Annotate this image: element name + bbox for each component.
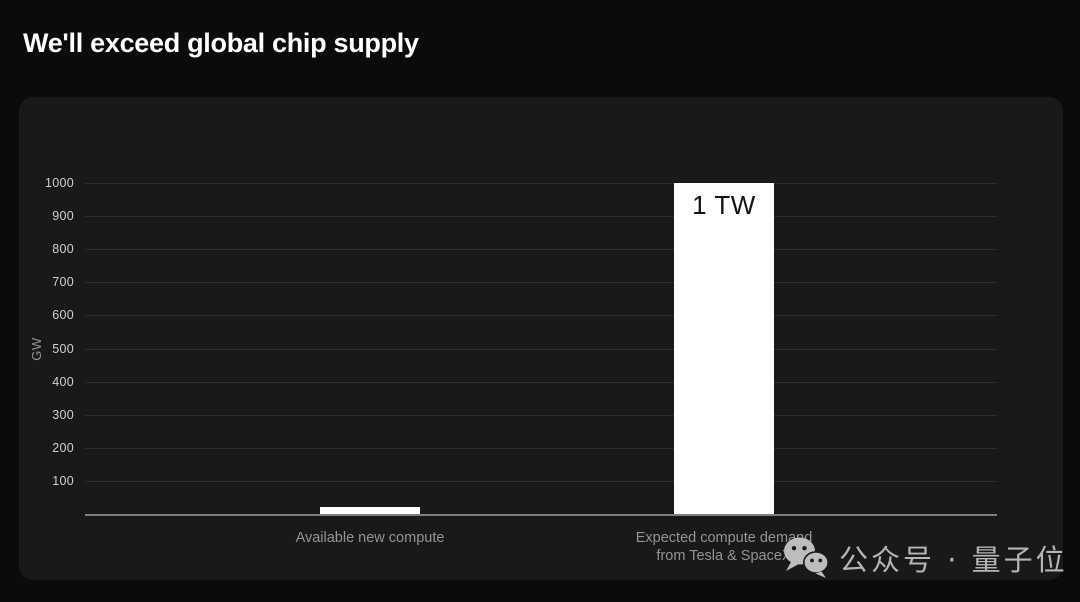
y-tick-label-600: 600	[52, 308, 74, 323]
gridline-400	[85, 381, 997, 383]
gridline-200	[85, 447, 997, 449]
gridline-1000	[85, 183, 997, 184]
wechat-icon	[784, 537, 829, 578]
gridline-300	[85, 414, 997, 416]
watermark: 公众号 · 量子位	[782, 536, 1068, 580]
y-tick-label-100: 100	[52, 473, 74, 488]
y-tick-label-500: 500	[52, 341, 74, 356]
x-axis-label-line: Available new compute	[295, 530, 445, 546]
x-axis-label-line: from Tesla & SpaceX	[656, 548, 792, 564]
gridline-100	[85, 480, 997, 482]
x-axis-line	[85, 514, 997, 516]
x-axis-label-expected-compute-demand: Expected compute demand from Tesla & Spac…	[636, 529, 813, 565]
y-tick-label-1000: 1000	[44, 176, 74, 190]
watermark-text: 公众号 · 量子位	[839, 543, 1068, 577]
gridline-700	[85, 282, 997, 284]
y-tick-label-900: 900	[52, 209, 74, 224]
gridline-600	[85, 315, 997, 317]
x-axis-label-available-new-compute: Available new compute	[296, 529, 445, 547]
y-tick-label-300: 300	[52, 407, 74, 422]
bar-available-new-compute	[320, 506, 420, 514]
y-tick-label-800: 800	[52, 242, 74, 257]
plot-area: 100 200 300 400 500 600 700 800 900 1000 GW 1 TW …	[29, 176, 997, 564]
slide-title: We'll exceed global chip supply	[23, 28, 419, 58]
gridline-500	[85, 348, 997, 350]
bar-expected-compute-demand: 1 TW	[674, 183, 774, 514]
y-tick-label-700: 700	[52, 275, 74, 290]
y-tick-label-400: 400	[52, 374, 74, 389]
bar-value-label-1tw: 1 TW	[692, 190, 756, 220]
gridline-800	[85, 249, 997, 251]
x-axis-label-line: Expected compute demand	[635, 530, 813, 546]
y-tick-label-200: 200	[52, 440, 74, 455]
gridline-900	[85, 216, 997, 218]
chart-panel: 100 200 300 400 500 600 700 800 900 1000 GW 1 TW …	[19, 97, 1063, 580]
y-axis-title: GW	[29, 336, 45, 361]
